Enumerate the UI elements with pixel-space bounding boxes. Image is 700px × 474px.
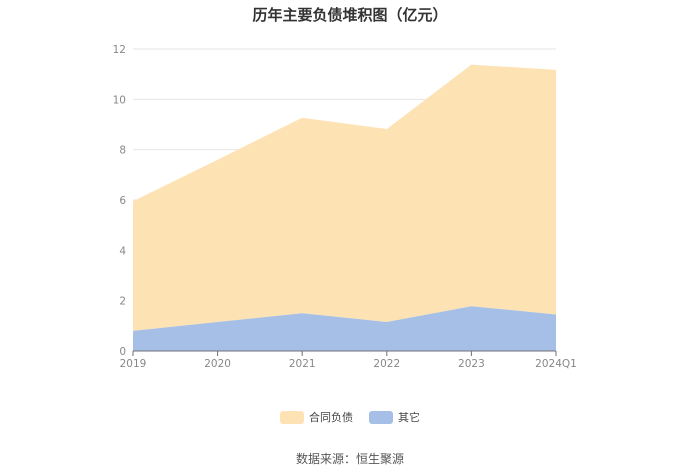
legend: 合同负债 其它 <box>0 409 700 425</box>
chart-title: 历年主要负债堆积图（亿元） <box>252 6 448 24</box>
x-tick-label: 2021 <box>289 358 316 370</box>
data-source: 数据来源：恒生聚源 <box>295 452 404 466</box>
tick-labels: 0 2 4 6 8 10 12 2019 2020 2021 2022 2023 2024Q1 <box>113 44 577 370</box>
legend-label: 其它 <box>398 411 420 424</box>
area-series <box>133 64 556 351</box>
x-tick-label: 2023 <box>458 358 485 370</box>
y-tick-label: 10 <box>113 94 126 106</box>
y-tick-label: 8 <box>119 145 126 157</box>
x-tick-label: 2020 <box>204 358 231 370</box>
legend-label: 合同负债 <box>309 411 353 424</box>
x-tick-label: 2019 <box>120 358 147 370</box>
legend-swatch <box>280 410 304 424</box>
y-tick-label: 2 <box>119 296 126 308</box>
y-tick-label: 6 <box>119 195 126 207</box>
y-tick-label: 4 <box>119 245 126 257</box>
x-tick-label: 2022 <box>373 358 400 370</box>
area-other <box>133 306 556 351</box>
legend-item[interactable]: 合同负债 <box>280 409 353 425</box>
y-tick-label: 0 <box>119 346 126 358</box>
legend-swatch <box>369 410 393 424</box>
axes <box>132 350 557 356</box>
y-tick-label: 12 <box>113 44 126 56</box>
legend-item[interactable]: 其它 <box>369 409 420 425</box>
area-contract-liabilities <box>133 64 556 331</box>
x-tick-label: 2024Q1 <box>535 358 577 370</box>
